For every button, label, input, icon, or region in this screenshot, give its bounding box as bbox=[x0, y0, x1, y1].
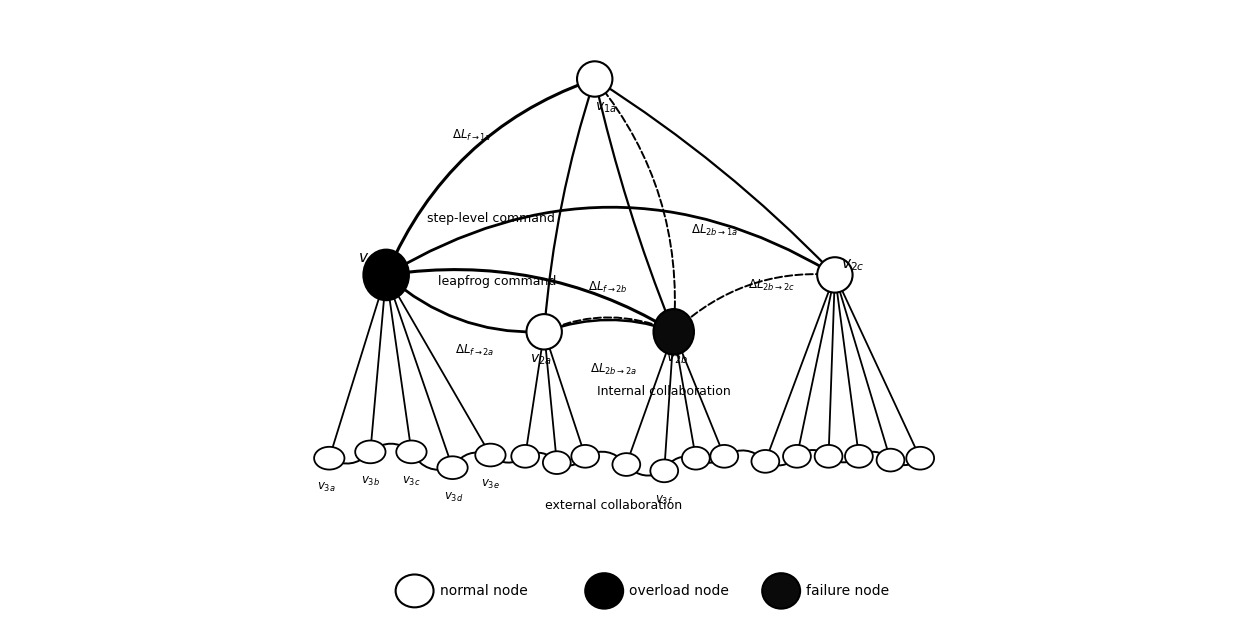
Text: $\Delta L_{f\rightarrow 2a}$: $\Delta L_{f\rightarrow 2a}$ bbox=[455, 343, 495, 358]
Ellipse shape bbox=[653, 309, 694, 355]
Ellipse shape bbox=[475, 444, 506, 466]
Ellipse shape bbox=[314, 447, 345, 470]
FancyArrowPatch shape bbox=[598, 80, 831, 271]
Text: $\Delta L_{2b\rightarrow 2a}$: $\Delta L_{2b\rightarrow 2a}$ bbox=[590, 362, 637, 377]
FancyArrowPatch shape bbox=[542, 82, 594, 327]
Ellipse shape bbox=[877, 449, 904, 471]
Ellipse shape bbox=[572, 445, 599, 468]
Ellipse shape bbox=[511, 445, 539, 468]
Text: leapfrog command: leapfrog command bbox=[438, 275, 556, 288]
Text: $\Delta L_{f\rightarrow 2b}$: $\Delta L_{f\rightarrow 2b}$ bbox=[588, 280, 627, 295]
Ellipse shape bbox=[363, 250, 409, 300]
FancyArrowPatch shape bbox=[831, 458, 857, 463]
FancyArrowPatch shape bbox=[768, 458, 795, 465]
FancyArrowPatch shape bbox=[388, 277, 538, 336]
Ellipse shape bbox=[527, 314, 562, 349]
Ellipse shape bbox=[815, 445, 842, 468]
FancyArrowPatch shape bbox=[595, 82, 672, 327]
Text: $v_{3b}$: $v_{3b}$ bbox=[361, 475, 379, 488]
FancyArrowPatch shape bbox=[727, 451, 764, 459]
Text: $v_{3e}$: $v_{3e}$ bbox=[481, 478, 500, 491]
FancyArrowPatch shape bbox=[862, 452, 889, 458]
Ellipse shape bbox=[396, 574, 434, 607]
Ellipse shape bbox=[577, 61, 613, 97]
FancyArrowPatch shape bbox=[588, 452, 625, 463]
Text: overload node: overload node bbox=[630, 584, 729, 598]
FancyArrowPatch shape bbox=[413, 454, 450, 470]
Ellipse shape bbox=[355, 441, 386, 463]
Ellipse shape bbox=[844, 445, 873, 468]
Ellipse shape bbox=[782, 445, 811, 468]
Text: $\Delta L_{f\rightarrow 1a}$: $\Delta L_{f\rightarrow 1a}$ bbox=[451, 128, 491, 143]
FancyArrowPatch shape bbox=[547, 320, 668, 331]
Text: Internal collaboration: Internal collaboration bbox=[598, 386, 732, 398]
Ellipse shape bbox=[438, 456, 467, 479]
FancyArrowPatch shape bbox=[598, 83, 675, 329]
FancyArrowPatch shape bbox=[666, 456, 693, 468]
FancyArrowPatch shape bbox=[387, 80, 589, 272]
Text: failure node: failure node bbox=[806, 584, 889, 598]
Ellipse shape bbox=[397, 441, 427, 463]
FancyArrowPatch shape bbox=[332, 454, 368, 463]
Ellipse shape bbox=[543, 451, 570, 474]
FancyArrowPatch shape bbox=[698, 458, 722, 463]
Ellipse shape bbox=[906, 447, 934, 470]
FancyArrowPatch shape bbox=[454, 453, 487, 465]
Text: normal node: normal node bbox=[440, 584, 528, 598]
Ellipse shape bbox=[650, 459, 678, 482]
Ellipse shape bbox=[613, 453, 640, 476]
Text: $v_{3a}$: $v_{3a}$ bbox=[316, 481, 336, 494]
Ellipse shape bbox=[711, 445, 738, 468]
FancyArrowPatch shape bbox=[800, 450, 826, 454]
FancyArrowPatch shape bbox=[492, 457, 523, 463]
FancyArrowPatch shape bbox=[893, 460, 918, 465]
FancyArrowPatch shape bbox=[629, 466, 662, 476]
Text: $\Delta L_{2b\rightarrow 1a}$: $\Delta L_{2b\rightarrow 1a}$ bbox=[692, 223, 738, 238]
Ellipse shape bbox=[751, 450, 779, 473]
Text: $v_f$: $v_f$ bbox=[358, 252, 374, 267]
Text: $\Delta L_{2b\rightarrow 2c}$: $\Delta L_{2b\rightarrow 2c}$ bbox=[748, 278, 795, 293]
Text: $v_{3d}$: $v_{3d}$ bbox=[444, 490, 464, 504]
Ellipse shape bbox=[682, 447, 709, 470]
Text: external collaboration: external collaboration bbox=[546, 499, 682, 512]
Ellipse shape bbox=[585, 573, 624, 609]
FancyArrowPatch shape bbox=[676, 271, 830, 330]
FancyArrowPatch shape bbox=[559, 458, 583, 466]
Text: $v_{3f}$: $v_{3f}$ bbox=[655, 494, 673, 507]
Text: $v_{2b}$: $v_{2b}$ bbox=[666, 351, 688, 365]
Text: $v_{2a}$: $v_{2a}$ bbox=[531, 353, 552, 367]
FancyArrowPatch shape bbox=[388, 207, 830, 274]
Text: $v_{2c}$: $v_{2c}$ bbox=[841, 258, 864, 273]
FancyArrowPatch shape bbox=[549, 317, 671, 331]
Text: $v_{1a}$: $v_{1a}$ bbox=[595, 100, 618, 114]
Ellipse shape bbox=[763, 573, 800, 609]
Text: step-level command: step-level command bbox=[427, 212, 554, 224]
Ellipse shape bbox=[817, 257, 853, 293]
Text: $v_{3c}$: $v_{3c}$ bbox=[402, 475, 420, 488]
FancyArrowPatch shape bbox=[389, 270, 668, 329]
FancyArrowPatch shape bbox=[528, 453, 556, 461]
FancyArrowPatch shape bbox=[372, 444, 409, 450]
